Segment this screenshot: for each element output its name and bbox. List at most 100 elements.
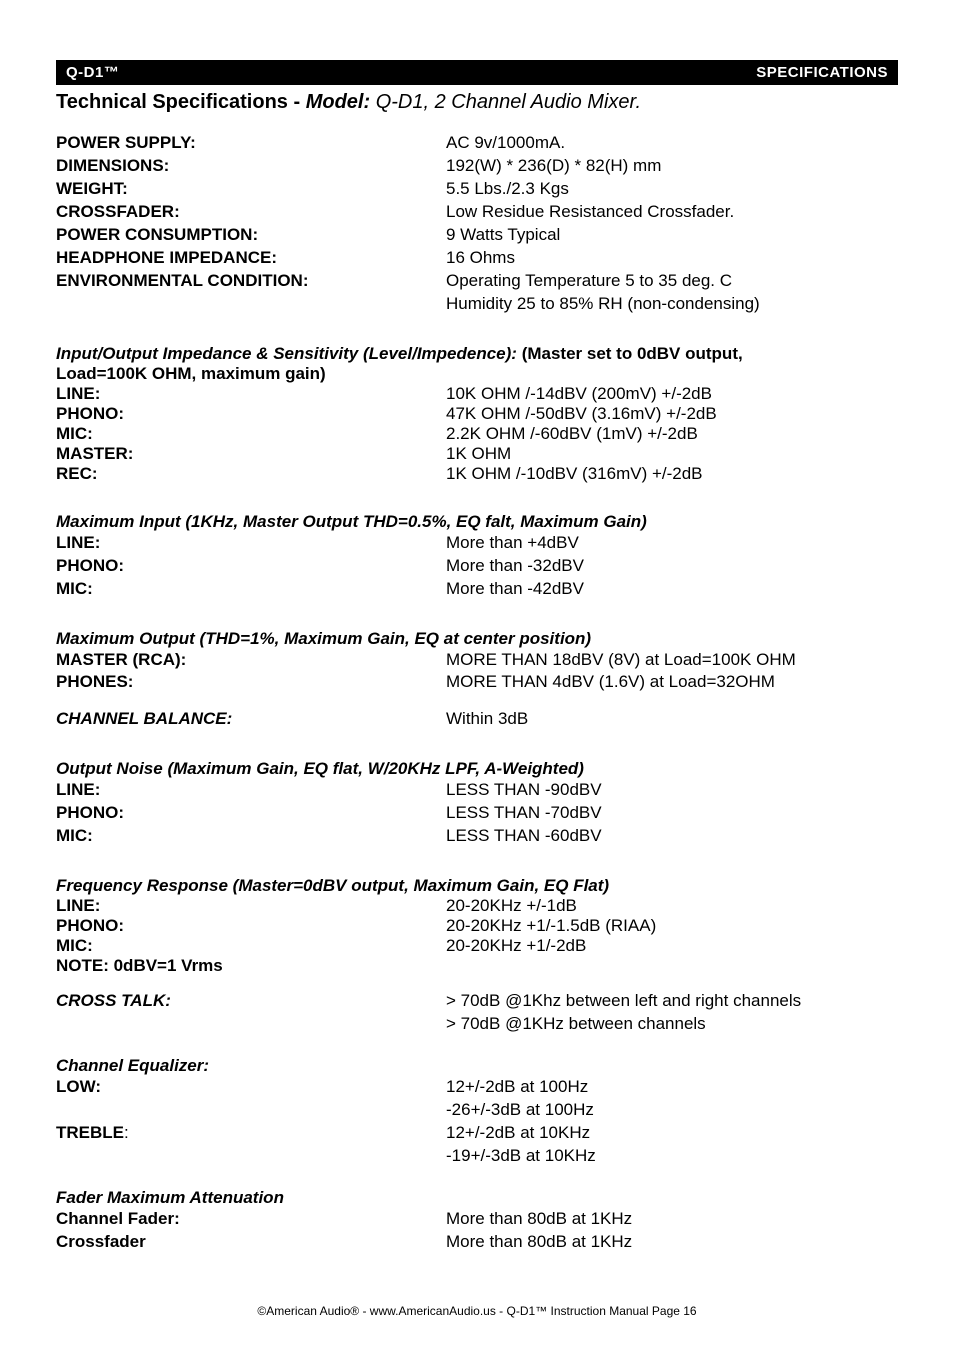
impedance-rows: LINE:10K OHM /-14dBV (200mV) +/-2dBPHONO… xyxy=(56,384,898,484)
spec-label: LINE: xyxy=(56,896,446,916)
spec-label: PHONO: xyxy=(56,916,446,936)
spec-row: TREBLE:12+/-2dB at 10KHz xyxy=(56,1122,898,1145)
spec-label: TREBLE: xyxy=(56,1122,446,1145)
cross-talk-value2: > 70dB @1KHz between channels xyxy=(446,1013,898,1036)
page-title: Technical Specifications - Model: Q-D1, … xyxy=(56,91,898,114)
spec-value: LESS THAN -60dBV xyxy=(446,825,898,848)
spec-row: MIC:More than -42dBV xyxy=(56,578,898,601)
spec-value: 9 Watts Typical xyxy=(446,224,898,247)
spec-value: More than -42dBV xyxy=(446,578,898,601)
spec-row: MASTER:1K OHM xyxy=(56,444,898,464)
spec-value: Operating Temperature 5 to 35 deg. C xyxy=(446,270,898,293)
spec-value: LESS THAN -90dBV xyxy=(446,779,898,802)
spec-value: 16 Ohms xyxy=(446,247,898,270)
fader-rows: Channel Fader:More than 80dB at 1KHzCros… xyxy=(56,1208,898,1254)
spec-label: MIC: xyxy=(56,936,446,956)
spec-value: More than +4dBV xyxy=(446,532,898,555)
spec-label xyxy=(56,1099,446,1122)
spec-label: LINE: xyxy=(56,384,446,404)
spec-row: LINE:20-20KHz +/-1dB xyxy=(56,896,898,916)
spec-label xyxy=(56,1145,446,1168)
spec-row: POWER SUPPLY:AC 9v/1000mA. xyxy=(56,132,898,155)
spec-row: PHONO:More than -32dBV xyxy=(56,555,898,578)
spec-label: MIC: xyxy=(56,825,446,848)
spec-label: MIC: xyxy=(56,578,446,601)
spec-row: WEIGHT:5.5 Lbs./2.3 Kgs xyxy=(56,178,898,201)
spec-row: -19+/-3dB at 10KHz xyxy=(56,1145,898,1168)
spec-row: -26+/-3dB at 100Hz xyxy=(56,1099,898,1122)
channel-eq-rows: LOW:12+/-2dB at 100Hz-26+/-3dB at 100HzT… xyxy=(56,1076,898,1168)
spec-value: 5.5 Lbs./2.3 Kgs xyxy=(446,178,898,201)
spec-value: 2.2K OHM /-60dBV (1mV) +/-2dB xyxy=(446,424,898,444)
spec-value: 47K OHM /-50dBV (3.16mV) +/-2dB xyxy=(446,404,898,424)
spec-row: LINE:LESS THAN -90dBV xyxy=(56,779,898,802)
spec-value: MORE THAN 4dBV (1.6V) at Load=32OHM xyxy=(446,671,898,694)
spec-label: HEADPHONE IMPEDANCE: xyxy=(56,247,446,270)
header-right: SPECIFICATIONS xyxy=(756,64,888,81)
spec-row: ENVIRONMENTAL CONDITION:Operating Temper… xyxy=(56,270,898,293)
spec-value: -19+/-3dB at 10KHz xyxy=(446,1145,898,1168)
spec-label: LINE: xyxy=(56,532,446,555)
channel-eq-heading: Channel Equalizer: xyxy=(56,1056,898,1076)
channel-balance-label: CHANNEL BALANCE: xyxy=(56,708,446,731)
channel-balance-value: Within 3dB xyxy=(446,708,898,731)
spec-value: 10K OHM /-14dBV (200mV) +/-2dB xyxy=(446,384,898,404)
spec-value: 20-20KHz +/-1dB xyxy=(446,896,898,916)
cross-talk-row2: > 70dB @1KHz between channels xyxy=(56,1013,898,1036)
spec-value: Low Residue Resistanced Crossfader. xyxy=(446,201,898,224)
spec-row: PHONES:MORE THAN 4dBV (1.6V) at Load=32O… xyxy=(56,671,898,694)
cross-talk-label: CROSS TALK: xyxy=(56,990,446,1013)
spec-value: 20-20KHz +1/-2dB xyxy=(446,936,898,956)
max-output-heading: Maximum Output (THD=1%, Maximum Gain, EQ… xyxy=(56,629,898,649)
spec-label: PHONO: xyxy=(56,555,446,578)
header-left: Q-D1™ xyxy=(66,64,119,81)
spec-label xyxy=(56,293,446,316)
impedance-heading-line2: Load=100K OHM, maximum gain) xyxy=(56,364,898,384)
spec-row: PHONO:47K OHM /-50dBV (3.16mV) +/-2dB xyxy=(56,404,898,424)
spec-value: 192(W) * 236(D) * 82(H) mm xyxy=(446,155,898,178)
spec-value: 1K OHM /-10dBV (316mV) +/-2dB xyxy=(446,464,898,484)
spec-row: HEADPHONE IMPEDANCE:16 Ohms xyxy=(56,247,898,270)
freq-response-heading: Frequency Response (Master=0dBV output, … xyxy=(56,876,898,896)
freq-response-note: NOTE: 0dBV=1 Vrms xyxy=(56,956,898,976)
spec-row: MASTER (RCA):MORE THAN 18dBV (8V) at Loa… xyxy=(56,649,898,672)
spec-row: MIC:20-20KHz +1/-2dB xyxy=(56,936,898,956)
spec-value: More than 80dB at 1KHz xyxy=(446,1208,898,1231)
spec-value: More than -32dBV xyxy=(446,555,898,578)
impedance-heading: Input/Output Impedance & Sensitivity (Le… xyxy=(56,344,898,364)
spec-row: MIC:LESS THAN -60dBV xyxy=(56,825,898,848)
spec-row: REC:1K OHM /-10dBV (316mV) +/-2dB xyxy=(56,464,898,484)
spec-label: CROSSFADER: xyxy=(56,201,446,224)
impedance-heading-paren: (Master set to 0dBV output, xyxy=(517,344,743,363)
spec-value: 20-20KHz +1/-1.5dB (RIAA) xyxy=(446,916,898,936)
spec-label: POWER SUPPLY: xyxy=(56,132,446,155)
spec-label: POWER CONSUMPTION: xyxy=(56,224,446,247)
spec-label: WEIGHT: xyxy=(56,178,446,201)
footer: ©American Audio® - www.AmericanAudio.us … xyxy=(56,1304,898,1318)
spec-value: 12+/-2dB at 10KHz xyxy=(446,1122,898,1145)
title-model-value: Q-D1, 2 Channel Audio Mixer. xyxy=(370,91,641,113)
spec-value: Humidity 25 to 85% RH (non-condensing) xyxy=(446,293,898,316)
spec-row: LOW:12+/-2dB at 100Hz xyxy=(56,1076,898,1099)
spec-value: LESS THAN -70dBV xyxy=(446,802,898,825)
max-input-heading: Maximum Input (1KHz, Master Output THD=0… xyxy=(56,512,898,532)
spec-value: 1K OHM xyxy=(446,444,898,464)
spec-row: Humidity 25 to 85% RH (non-condensing) xyxy=(56,293,898,316)
fader-heading: Fader Maximum Attenuation xyxy=(56,1188,898,1208)
spec-label: PHONES: xyxy=(56,671,446,694)
spec-label: ENVIRONMENTAL CONDITION: xyxy=(56,270,446,293)
spec-row: LINE:More than +4dBV xyxy=(56,532,898,555)
cross-talk-value1: > 70dB @1Khz between left and right chan… xyxy=(446,990,898,1013)
freq-response-rows: LINE:20-20KHz +/-1dBPHONO:20-20KHz +1/-1… xyxy=(56,896,898,956)
spec-row: DIMENSIONS:192(W) * 236(D) * 82(H) mm xyxy=(56,155,898,178)
spec-row: PHONO:20-20KHz +1/-1.5dB (RIAA) xyxy=(56,916,898,936)
spec-label: MIC: xyxy=(56,424,446,444)
spec-label: DIMENSIONS: xyxy=(56,155,446,178)
spec-label: MASTER: xyxy=(56,444,446,464)
spec-label: Channel Fader: xyxy=(56,1208,446,1231)
spec-value: AC 9v/1000mA. xyxy=(446,132,898,155)
max-input-rows: LINE:More than +4dBVPHONO:More than -32d… xyxy=(56,532,898,601)
max-output-rows: MASTER (RCA):MORE THAN 18dBV (8V) at Loa… xyxy=(56,649,898,695)
channel-balance-row: CHANNEL BALANCE: Within 3dB xyxy=(56,708,898,731)
spec-value: 12+/-2dB at 100Hz xyxy=(446,1076,898,1099)
